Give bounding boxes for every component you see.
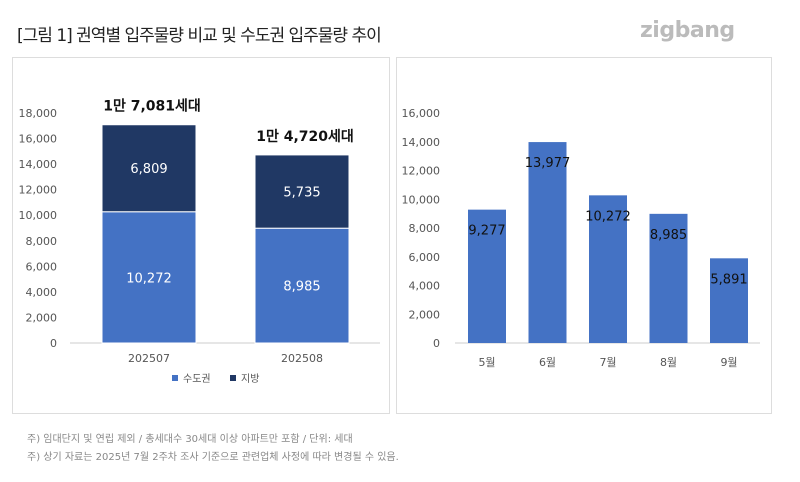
data-label: 9,277	[468, 224, 505, 239]
left-chart-panel	[12, 57, 390, 414]
y-tick-label: 14,000	[19, 158, 58, 171]
data-label: 6,809	[130, 162, 167, 177]
y-tick-label: 12,000	[402, 165, 441, 178]
bar	[710, 258, 748, 343]
y-tick-label: 18,000	[19, 107, 58, 120]
y-tick-label: 4,000	[26, 286, 58, 299]
y-tick-label: 0	[433, 337, 440, 350]
data-label: 13,977	[525, 156, 571, 171]
y-tick-label: 8,000	[26, 235, 58, 248]
legend-capital-swatch	[172, 375, 178, 381]
data-label: 5,735	[283, 186, 320, 201]
data-label: 8,985	[283, 280, 320, 295]
bar	[589, 195, 627, 343]
bar-capital	[254, 227, 350, 344]
y-tick-label: 6,000	[26, 260, 58, 273]
total-label: 1만 4,720세대	[256, 129, 354, 145]
y-tick-label: 16,000	[19, 133, 58, 146]
y-tick-label: 12,000	[19, 184, 58, 197]
legend-local-label: 지방	[241, 373, 259, 385]
figure-title: [그림 1] 권역별 입주물량 비교 및 수도권 입주물량 추이	[17, 26, 382, 46]
data-label: 10,272	[126, 271, 172, 286]
right-chart-panel	[396, 57, 772, 414]
y-tick-label: 14,000	[402, 136, 441, 149]
x-tick-label: 9월	[720, 356, 737, 369]
y-tick-label: 0	[50, 337, 57, 350]
footnote-2: 주) 상기 자료는 2025년 7월 2주차 조사 기준으로 관련업체 사정에 …	[27, 452, 399, 463]
y-tick-label: 10,000	[402, 193, 441, 206]
x-tick-label: 5월	[478, 356, 495, 369]
x-tick-label: 8월	[660, 356, 677, 369]
bar	[528, 142, 567, 343]
data-label: 10,272	[585, 209, 631, 224]
x-tick-label: 202508	[281, 352, 323, 365]
y-tick-label: 8,000	[409, 222, 441, 235]
total-label: 1만 7,081세대	[103, 99, 201, 115]
zigbang-logo: zigbang	[640, 18, 735, 43]
data-label: 8,985	[650, 228, 687, 243]
legend-capital-label: 수도권	[183, 373, 211, 385]
y-tick-label: 10,000	[19, 209, 58, 222]
bar-local	[101, 124, 197, 213]
x-tick-label: 202507	[128, 352, 170, 365]
bar-local	[254, 154, 350, 229]
data-label: 5,891	[710, 272, 747, 287]
x-tick-label: 6월	[539, 356, 556, 369]
bar	[468, 209, 506, 343]
x-tick-label: 7월	[599, 356, 616, 369]
legend-local-swatch	[230, 375, 236, 381]
y-tick-label: 2,000	[26, 311, 58, 324]
y-tick-label: 16,000	[402, 107, 441, 120]
bar-capital	[101, 211, 197, 344]
footnote-1: 주) 임대단지 및 연립 제외 / 총세대수 30세대 이상 아파트만 포함 /…	[27, 434, 353, 445]
y-tick-label: 6,000	[409, 251, 441, 264]
bar	[649, 213, 688, 343]
y-tick-label: 2,000	[409, 308, 441, 321]
y-tick-label: 4,000	[409, 280, 441, 293]
